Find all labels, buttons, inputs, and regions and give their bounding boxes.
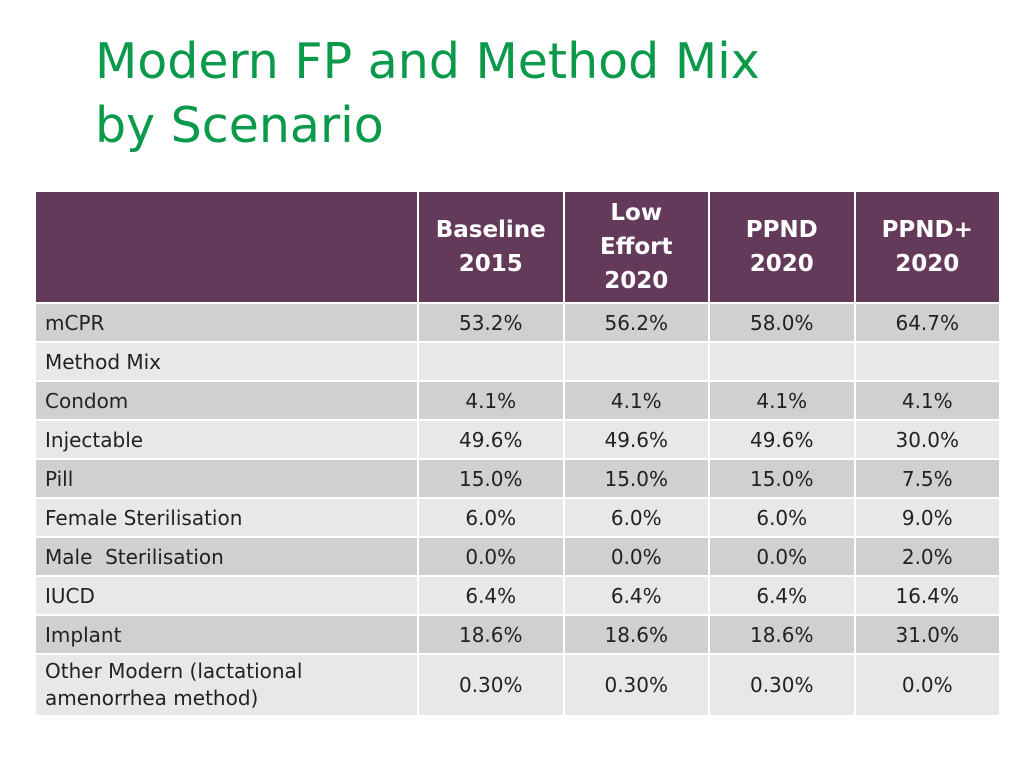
row-label: mCPR: [34, 302, 419, 343]
table-cell: 9.0%: [853, 497, 1001, 538]
method-mix-table: Baseline 2015 Low Effort 2020 PPND 2020 …: [34, 190, 1001, 717]
table-cell: 64.7%: [853, 302, 1001, 343]
table-cell: 49.6%: [562, 419, 710, 460]
header-text: Effort: [600, 234, 673, 260]
table-cell: [708, 341, 856, 382]
table-cell: 6.4%: [417, 575, 565, 616]
table-row: Male Sterilisation 0.0% 0.0% 0.0% 2.0%: [34, 536, 1001, 577]
slide-title-line-1: Modern FP and Method Mix: [95, 33, 760, 90]
slide-title-line-2: by Scenario: [95, 97, 384, 154]
table-cell: 30.0%: [853, 419, 1001, 460]
table-cell: 0.0%: [417, 536, 565, 577]
row-label: Pill: [34, 458, 419, 499]
header-cell-baseline-2015: Baseline 2015: [417, 190, 565, 304]
table-cell: 7.5%: [853, 458, 1001, 499]
header-text: 2020: [604, 268, 669, 294]
table-cell: [417, 341, 565, 382]
table-cell: 6.0%: [562, 497, 710, 538]
table-cell: 0.0%: [562, 536, 710, 577]
table-cell: 0.0%: [708, 536, 856, 577]
table-cell: 4.1%: [562, 380, 710, 421]
table-cell: 49.6%: [417, 419, 565, 460]
table-cell: 0.30%: [417, 653, 565, 717]
table-row: Method Mix: [34, 341, 1001, 382]
table-cell: 6.0%: [417, 497, 565, 538]
row-label: Male Sterilisation: [34, 536, 419, 577]
header-cell-empty: [34, 190, 419, 304]
table-cell: 6.4%: [708, 575, 856, 616]
slide-title: Modern FP and Method Mix by Scenario: [95, 30, 975, 158]
table-row: Condom 4.1% 4.1% 4.1% 4.1%: [34, 380, 1001, 421]
header-text: 2020: [749, 251, 814, 277]
header-cell-ppnd-2020: PPND 2020: [708, 190, 856, 304]
table-cell: 15.0%: [708, 458, 856, 499]
header-cell-ppnd-plus-2020: PPND+ 2020: [853, 190, 1001, 304]
row-label: Implant: [34, 614, 419, 655]
table-cell: 4.1%: [708, 380, 856, 421]
header-text: Baseline: [435, 217, 546, 243]
table-row: Injectable 49.6% 49.6% 49.6% 30.0%: [34, 419, 1001, 460]
table-cell: [853, 341, 1001, 382]
row-label: IUCD: [34, 575, 419, 616]
table-row: mCPR 53.2% 56.2% 58.0% 64.7%: [34, 302, 1001, 343]
table-cell: 56.2%: [562, 302, 710, 343]
header-text: Low: [610, 200, 663, 226]
table-cell: 31.0%: [853, 614, 1001, 655]
table-cell: 0.30%: [562, 653, 710, 717]
header-cell-low-effort-2020: Low Effort 2020: [562, 190, 710, 304]
table-cell: 58.0%: [708, 302, 856, 343]
row-label: Female Sterilisation: [34, 497, 419, 538]
row-label: Method Mix: [34, 341, 419, 382]
table-cell: 4.1%: [853, 380, 1001, 421]
table-row: IUCD 6.4% 6.4% 6.4% 16.4%: [34, 575, 1001, 616]
table-cell: 18.6%: [417, 614, 565, 655]
table-cell: 6.0%: [708, 497, 856, 538]
header-text: 2020: [895, 251, 960, 277]
table-row: Female Sterilisation 6.0% 6.0% 6.0% 9.0%: [34, 497, 1001, 538]
table-cell: 16.4%: [853, 575, 1001, 616]
table-cell: 18.6%: [708, 614, 856, 655]
table-cell: 15.0%: [417, 458, 565, 499]
table-cell: 6.4%: [562, 575, 710, 616]
table-cell: 15.0%: [562, 458, 710, 499]
row-label: Other Modern (lactational amenorrhea met…: [34, 653, 419, 717]
table-cell: 4.1%: [417, 380, 565, 421]
table-row: Pill 15.0% 15.0% 15.0% 7.5%: [34, 458, 1001, 499]
header-text: PPND: [745, 217, 818, 243]
row-label: Injectable: [34, 419, 419, 460]
table-cell: 49.6%: [708, 419, 856, 460]
table-row: Implant 18.6% 18.6% 18.6% 31.0%: [34, 614, 1001, 655]
table-header-row: Baseline 2015 Low Effort 2020 PPND 2020 …: [34, 190, 1001, 304]
table-row: Other Modern (lactational amenorrhea met…: [34, 653, 1001, 717]
table-cell: [562, 341, 710, 382]
table-cell: 18.6%: [562, 614, 710, 655]
table-cell: 0.30%: [708, 653, 856, 717]
table-cell: 0.0%: [853, 653, 1001, 717]
header-text: 2015: [458, 251, 523, 277]
table-cell: 53.2%: [417, 302, 565, 343]
table-cell: 2.0%: [853, 536, 1001, 577]
header-text: PPND+: [881, 217, 973, 243]
row-label: Condom: [34, 380, 419, 421]
